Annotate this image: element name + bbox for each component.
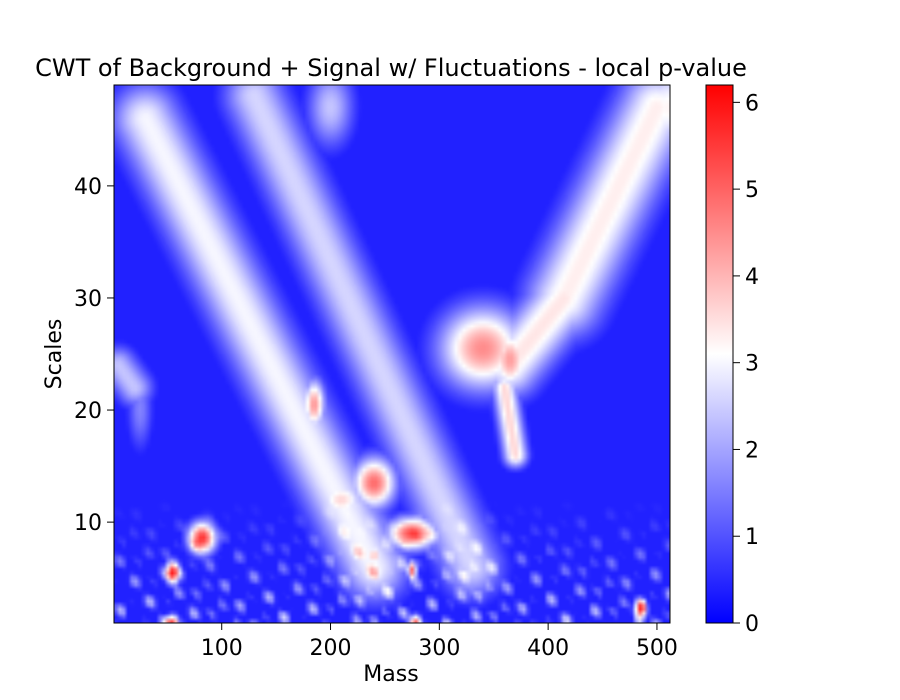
chart-title: CWT of Background + Signal w/ Fluctuatio… (35, 54, 747, 82)
colorbar-tick-label: 0 (745, 612, 759, 637)
y-tick-label: 30 (74, 287, 102, 312)
heatmap-image (114, 85, 670, 623)
y-tick-label: 20 (74, 399, 102, 424)
colorbar-tick-label: 6 (745, 91, 759, 116)
x-tick-label: 100 (201, 636, 243, 661)
colorbar-tick-label: 5 (745, 178, 759, 203)
x-tick-label: 300 (418, 636, 460, 661)
colorbar-tick-label: 3 (745, 352, 759, 377)
x-tick-label: 500 (636, 636, 678, 661)
colorbar-tick-label: 2 (745, 438, 759, 463)
x-tick-label: 200 (310, 636, 352, 661)
x-tick-label: 400 (527, 636, 569, 661)
y-tick-label: 40 (74, 175, 102, 200)
colorbar-bar (706, 85, 733, 623)
y-tick-label: 10 (74, 511, 102, 536)
heatmap-image-container (114, 85, 670, 623)
x-axis-label: Mass (363, 662, 418, 687)
colorbar-tick-label: 1 (745, 525, 759, 550)
heatmap-panel (114, 85, 670, 623)
colorbar-tick-label: 4 (745, 265, 759, 290)
y-axis-label: Scales (42, 319, 67, 390)
